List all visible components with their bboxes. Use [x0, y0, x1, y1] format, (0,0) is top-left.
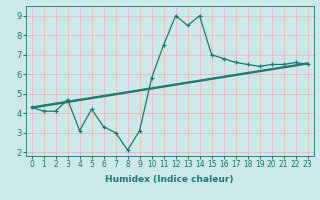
X-axis label: Humidex (Indice chaleur): Humidex (Indice chaleur) — [105, 175, 234, 184]
